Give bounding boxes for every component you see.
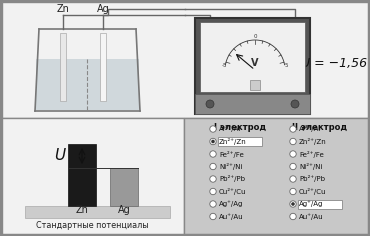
Bar — [110, 168, 138, 206]
Circle shape — [210, 151, 216, 157]
Text: Zn²⁺/Zn: Zn²⁺/Zn — [219, 138, 247, 145]
Text: Pb²⁺/Pb: Pb²⁺/Pb — [299, 176, 325, 182]
Circle shape — [211, 140, 215, 143]
Text: Al³⁺/Al: Al³⁺/Al — [219, 126, 241, 132]
Text: Fe²⁺/Fe: Fe²⁺/Fe — [299, 151, 324, 157]
Bar — [184, 118, 368, 234]
Circle shape — [290, 151, 296, 157]
Text: Cu²⁺/Cu: Cu²⁺/Cu — [219, 188, 246, 195]
Text: Au⁺/Au: Au⁺/Au — [219, 213, 243, 220]
Circle shape — [290, 163, 296, 170]
Text: U = −1,56 В: U = −1,56 В — [300, 58, 370, 71]
Text: Стандартные потенциалы: Стандартные потенциалы — [36, 221, 148, 230]
Bar — [2, 118, 184, 234]
Text: U: U — [54, 148, 65, 164]
Text: Ag⁺/Ag: Ag⁺/Ag — [219, 201, 243, 207]
Bar — [250, 80, 260, 90]
Bar — [60, 33, 66, 101]
Text: Cu²⁺/Cu: Cu²⁺/Cu — [299, 188, 326, 195]
Circle shape — [291, 202, 295, 206]
Circle shape — [290, 126, 296, 132]
Text: 5: 5 — [284, 63, 288, 68]
Circle shape — [210, 138, 216, 145]
Text: V: V — [251, 58, 259, 68]
Text: Zn: Zn — [57, 4, 70, 14]
Circle shape — [291, 100, 299, 108]
Bar — [2, 2, 368, 118]
Circle shape — [290, 188, 296, 195]
Circle shape — [210, 163, 216, 170]
Bar — [36, 59, 139, 110]
Circle shape — [210, 188, 216, 195]
Bar — [25, 206, 170, 218]
Text: Al³⁺/Al: Al³⁺/Al — [299, 126, 322, 132]
Circle shape — [290, 213, 296, 220]
Circle shape — [210, 213, 216, 220]
Circle shape — [290, 176, 296, 182]
Text: Au⁺/Au: Au⁺/Au — [299, 213, 324, 220]
Circle shape — [206, 100, 214, 108]
Circle shape — [290, 138, 296, 145]
Bar — [100, 33, 106, 101]
Bar — [200, 22, 305, 92]
Bar — [298, 199, 342, 208]
Text: Ni²⁺/Ni: Ni²⁺/Ni — [299, 163, 323, 170]
Text: Zn: Zn — [75, 205, 88, 215]
Text: Ag: Ag — [118, 205, 130, 215]
Circle shape — [210, 176, 216, 182]
Bar — [68, 144, 96, 206]
Text: Ni²⁺/Ni: Ni²⁺/Ni — [219, 163, 242, 170]
Text: Ag: Ag — [97, 4, 110, 14]
Bar — [218, 137, 262, 146]
Text: I электрод: I электрод — [214, 123, 266, 132]
Circle shape — [210, 201, 216, 207]
Text: Pb²⁺/Pb: Pb²⁺/Pb — [219, 176, 245, 182]
Text: -5: -5 — [221, 63, 227, 68]
Bar — [195, 94, 310, 114]
Text: 0: 0 — [253, 34, 257, 39]
Text: II электрод: II электрод — [292, 123, 347, 132]
Bar — [195, 18, 310, 114]
Circle shape — [210, 126, 216, 132]
Text: Zn²⁺/Zn: Zn²⁺/Zn — [299, 138, 327, 145]
Text: Fe²⁺/Fe: Fe²⁺/Fe — [219, 151, 244, 157]
Circle shape — [290, 201, 296, 207]
Text: Ag⁺/Ag: Ag⁺/Ag — [299, 201, 323, 207]
